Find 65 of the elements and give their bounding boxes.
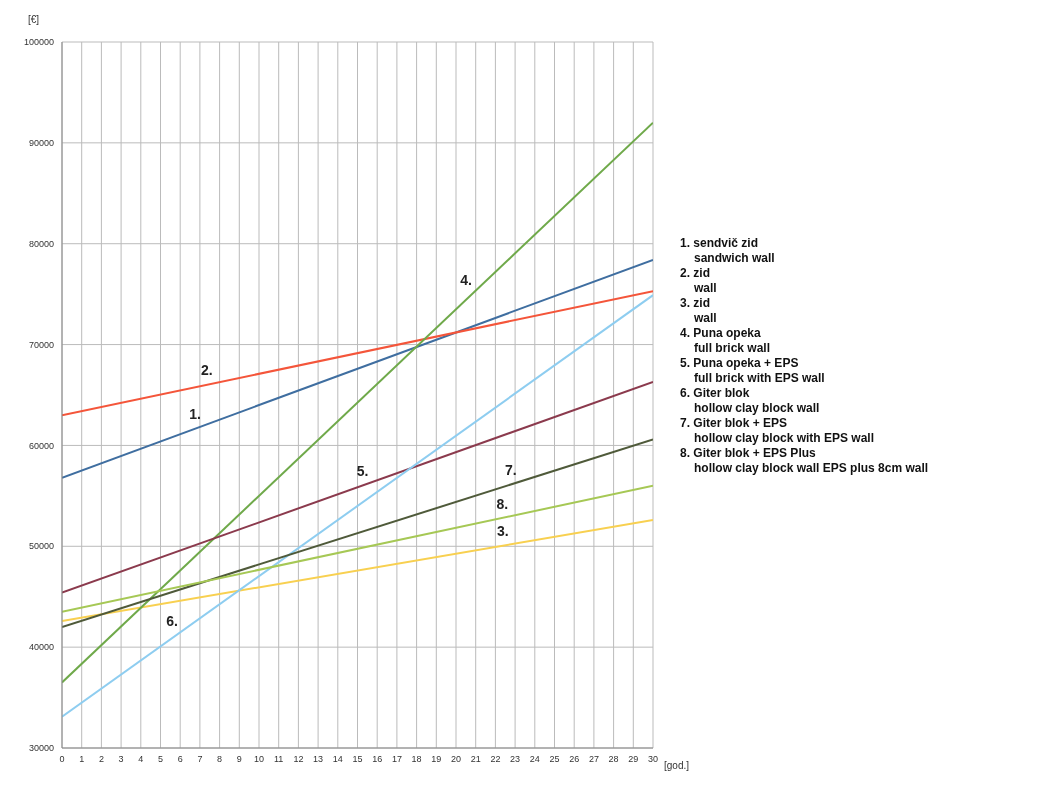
x-tick-label: 26 [569,754,580,765]
y-axis-title: [€] [28,14,40,25]
text: sandwich wall [693,251,776,266]
annotation: 7. [505,461,517,478]
x-tick-label: 4 [138,754,144,765]
x-tick-label: 28 [608,754,619,765]
x-tick-label: 7 [197,754,203,765]
x-tick-label: 3 [118,754,124,765]
x-tick-label: 5 [157,754,164,765]
text: 5. Puna opeka + EPS [680,356,800,371]
text: 4. Puna opeka [680,326,762,341]
annotation: 3. [497,523,509,540]
y-tick-label: 60000 [28,440,54,451]
x-tick-label: 16 [372,754,383,765]
text: 1. sendvič zid [680,236,760,251]
text: full brick wall [693,341,772,356]
text: hollow clay block wall EPS plus 8cm wall [693,461,929,476]
annotation: 4. [460,272,472,289]
x-axis-title: [god.] [664,760,690,771]
text: 2. zid [680,266,711,281]
text: full brick with EPS wall [693,371,826,386]
annotation: 5. [356,462,369,479]
x-tick-label: 12 [293,754,304,765]
x-tick-label: 2 [98,754,104,765]
annotation: 6. [166,613,178,630]
x-tick-label: 30 [647,754,659,765]
x-tick-label: 23 [510,754,521,765]
x-tick-label: 0 [59,754,65,765]
text: 6. Giter blok [680,386,751,401]
x-tick-label: 17 [391,754,402,765]
x-tick-label: 13 [313,754,324,765]
x-tick-label: 24 [529,754,540,765]
x-tick-label: 6 [177,754,183,765]
x-tick-label: 27 [588,754,599,765]
x-tick-label: 21 [470,754,481,765]
x-tick-label: 19 [431,754,442,765]
annotation: 1. [189,405,201,422]
x-tick-label: 11 [274,754,284,765]
text: 3. zid [680,296,711,311]
x-tick-label: 1 [79,754,85,765]
x-tick-label: 9 [236,754,242,765]
y-tick-label: 80000 [28,238,54,249]
x-tick-label: 14 [332,754,343,765]
x-tick-label: 8 [217,754,223,765]
x-tick-label: 29 [628,754,639,765]
y-tick-label: 50000 [28,541,54,552]
text: hollow clay block wall [693,401,821,416]
annotation: 8. [496,495,509,512]
y-tick-label: 40000 [28,642,54,653]
x-tick-label: 18 [411,754,422,765]
annotation: 2. [201,362,213,379]
text: 8. Giter blok + EPS Plus [680,446,817,461]
x-tick-label: 22 [490,754,501,765]
y-tick-label: 90000 [28,138,54,149]
y-tick-label: 70000 [28,339,54,350]
x-tick-label: 15 [352,754,363,765]
x-tick-label: 20 [450,754,462,765]
y-tick-label: 30000 [28,743,54,754]
text: wall [693,281,718,296]
x-tick-label: 10 [253,754,265,765]
y-tick-label: 100000 [23,37,54,48]
text: wall [693,311,718,326]
text: hollow clay block with EPS wall [693,431,876,446]
x-tick-label: 25 [549,754,560,765]
text: 7. Giter blok + EPS [680,416,789,431]
